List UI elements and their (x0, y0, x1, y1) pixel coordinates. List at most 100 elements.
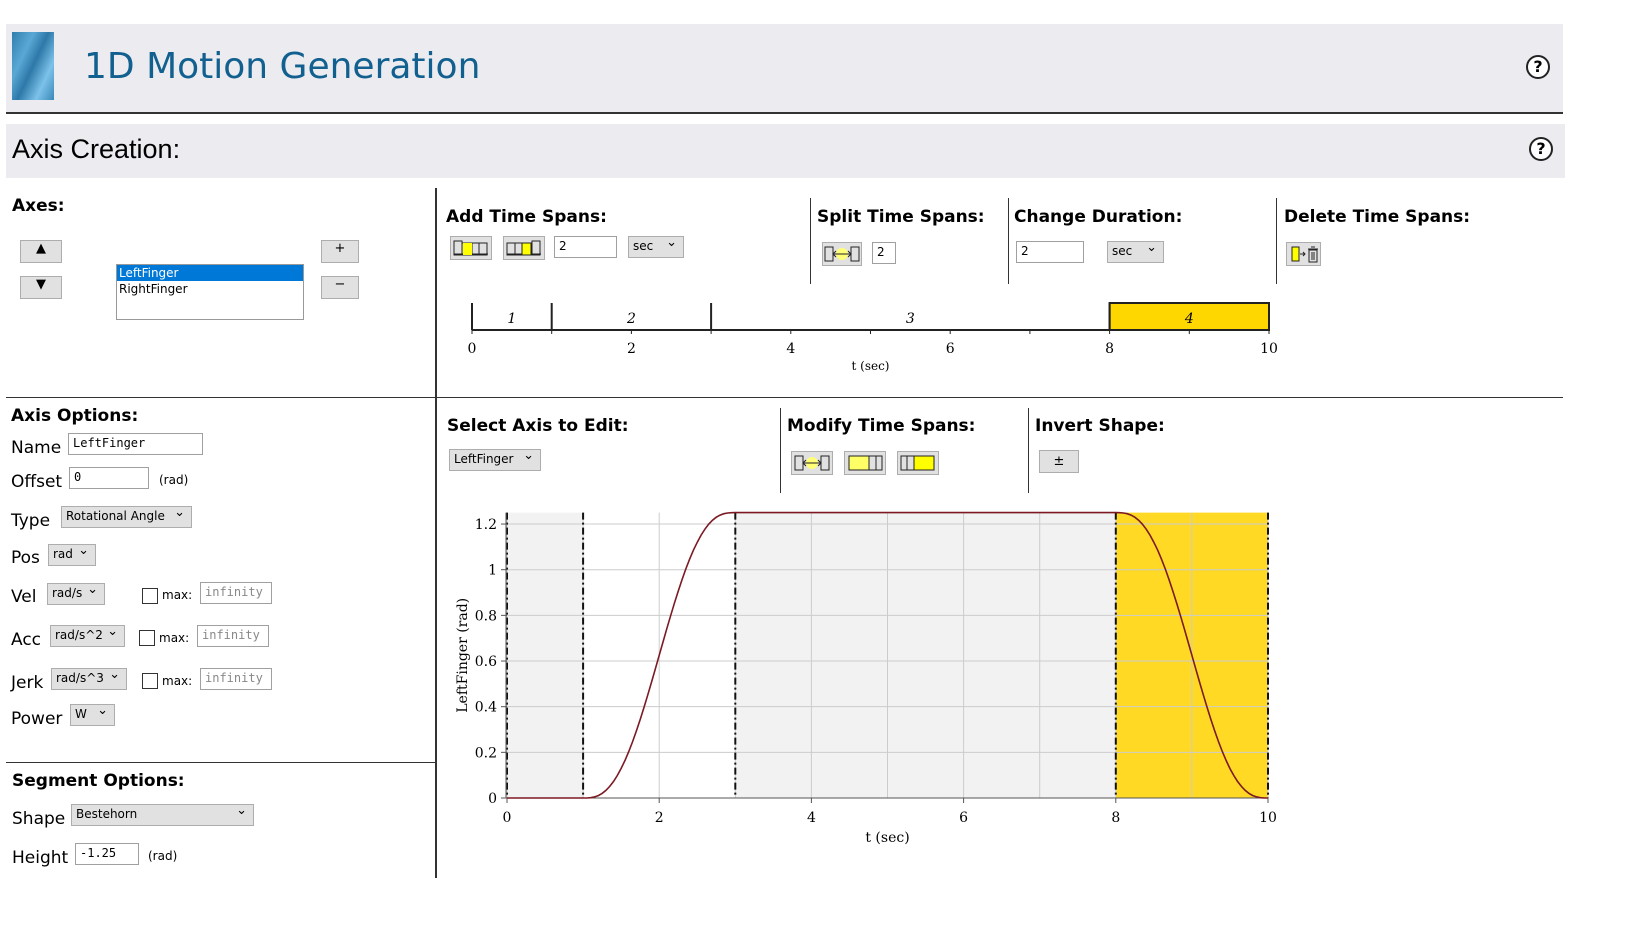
timeline-span-label: 4 (1184, 311, 1194, 327)
offset-input[interactable]: 0 (69, 467, 149, 489)
divider (1276, 198, 1277, 284)
app-logo (12, 32, 54, 100)
acc-max-label: max: (159, 631, 190, 645)
x-tick-label: 8 (1111, 810, 1120, 826)
shape-select[interactable]: Bestehorn (71, 803, 254, 826)
axis-name-input[interactable]: LeftFinger (68, 433, 203, 455)
power-unit-select[interactable]: W (70, 703, 115, 726)
x-tick-label: 6 (959, 810, 968, 826)
page-title: 1D Motion Generation (84, 46, 481, 87)
split-count-input[interactable]: 2 (872, 242, 896, 264)
select-axis-heading: Select Axis to Edit: (447, 416, 629, 436)
jerk-max-label: max: (162, 674, 193, 688)
modify-time-spans-heading: Modify Time Spans: (787, 416, 976, 436)
timeline-span-label: 1 (507, 311, 516, 327)
jerk-max-input[interactable]: infinity (200, 668, 272, 690)
remove-axis-button[interactable]: − (321, 276, 359, 299)
modify-split-icon[interactable] (791, 451, 833, 475)
type-label: Type (11, 511, 51, 531)
vel-max-input[interactable]: infinity (200, 582, 272, 604)
move-down-button[interactable]: ▼ (20, 276, 62, 299)
section-title: Axis Creation: (12, 134, 181, 164)
list-item[interactable]: LeftFinger (117, 265, 303, 281)
y-axis-label: LeftFinger (rad) (455, 598, 471, 713)
delete-span-trash-icon[interactable] (1286, 242, 1321, 266)
height-label: Height (12, 848, 69, 868)
axis-creation-header: Axis Creation: ? (6, 124, 1565, 178)
divider (1008, 198, 1009, 284)
invert-shape-button[interactable]: ± (1039, 450, 1079, 473)
timeline-tick-label: 2 (627, 341, 636, 357)
y-tick-label: 1 (488, 563, 497, 579)
x-tick-label: 2 (655, 810, 664, 826)
jerk-unit-select[interactable]: rad/s^3 (51, 667, 127, 690)
divider (435, 188, 437, 878)
timeline[interactable]: 1 2 3 4 0 2 4 6 8 10 t (sec) (440, 295, 1300, 380)
x-axis-label: t (sec) (865, 830, 909, 846)
span-background (735, 512, 1116, 798)
invert-shape-heading: Invert Shape: (1035, 416, 1165, 436)
height-unit: (rad) (148, 849, 178, 863)
y-tick-label: 0.2 (475, 745, 497, 761)
timeline-xlabel: t (sec) (852, 359, 890, 373)
timeline-tick-label: 4 (786, 341, 795, 357)
axes-heading: Axes: (12, 196, 65, 216)
split-span-icon[interactable] (822, 242, 862, 266)
acc-max-checkbox[interactable] (139, 630, 155, 646)
modify-span-left-icon[interactable] (844, 451, 886, 475)
timeline-span-label: 2 (626, 311, 636, 327)
shape-label: Shape (12, 809, 66, 829)
jerk-max-checkbox[interactable] (142, 673, 158, 689)
list-item[interactable]: RightFinger (119, 282, 188, 296)
timeline-tick-label: 6 (946, 341, 955, 357)
add-time-spans-heading: Add Time Spans: (446, 207, 607, 227)
timeline-tick-label: 8 (1105, 341, 1114, 357)
select-axis-dropdown[interactable]: LeftFinger (449, 448, 541, 471)
help-icon[interactable]: ? (1526, 55, 1550, 79)
vel-label: Vel (11, 587, 37, 607)
duration-unit-select[interactable]: sec (1107, 240, 1164, 263)
jerk-label: Jerk (11, 673, 44, 693)
add-span-before-icon[interactable] (450, 236, 492, 260)
axis-options-heading: Axis Options: (11, 406, 139, 426)
delete-time-spans-heading: Delete Time Spans: (1284, 207, 1471, 227)
divider (6, 762, 436, 763)
y-tick-label: 1.2 (475, 517, 497, 533)
y-tick-label: 0.8 (475, 608, 497, 624)
app-header: 1D Motion Generation ? (6, 24, 1563, 114)
timeline-span-selected (1108, 302, 1270, 331)
timeline-tick-label: 0 (468, 341, 477, 357)
name-label: Name (11, 438, 62, 458)
y-tick-label: 0 (488, 791, 497, 807)
add-span-duration-input[interactable]: 2 (554, 236, 617, 258)
power-label: Power (11, 709, 63, 729)
y-tick-label: 0.4 (475, 700, 497, 716)
split-time-spans-heading: Split Time Spans: (817, 207, 985, 227)
move-up-button[interactable]: ▲ (20, 240, 62, 263)
offset-label: Offset (11, 472, 63, 492)
axes-list[interactable]: LeftFinger RightFinger (116, 264, 304, 320)
acc-unit-select[interactable]: rad/s^2 (50, 624, 125, 647)
vel-unit-select[interactable]: rad/s (47, 582, 105, 605)
timeline-span-label: 3 (906, 311, 915, 327)
change-duration-heading: Change Duration: (1014, 207, 1183, 227)
vel-max-checkbox[interactable] (142, 588, 158, 604)
pos-unit-select[interactable]: rad (48, 543, 96, 566)
x-tick-label: 10 (1259, 810, 1277, 826)
type-select[interactable]: Rotational Angle (61, 505, 192, 528)
add-axis-button[interactable]: + (321, 240, 359, 263)
acc-max-input[interactable]: infinity (197, 625, 269, 647)
acc-label: Acc (11, 630, 42, 650)
span-background (507, 512, 584, 798)
divider (1028, 408, 1029, 493)
divider (6, 397, 1563, 398)
duration-input[interactable]: 2 (1016, 241, 1084, 263)
add-span-after-icon[interactable] (503, 236, 545, 260)
y-tick-label: 0.6 (475, 654, 497, 670)
modify-span-right-icon[interactable] (897, 451, 939, 475)
help-icon[interactable]: ? (1529, 137, 1553, 161)
height-input[interactable]: -1.25 (75, 843, 139, 865)
x-tick-label: 4 (807, 810, 816, 826)
motion-chart[interactable]: 0 2 4 6 8 10 0 0.2 0.4 0.6 0.8 1 1.2 t (sec) LeftFinge… (440, 500, 1300, 860)
add-span-unit-select[interactable]: sec (628, 235, 684, 258)
